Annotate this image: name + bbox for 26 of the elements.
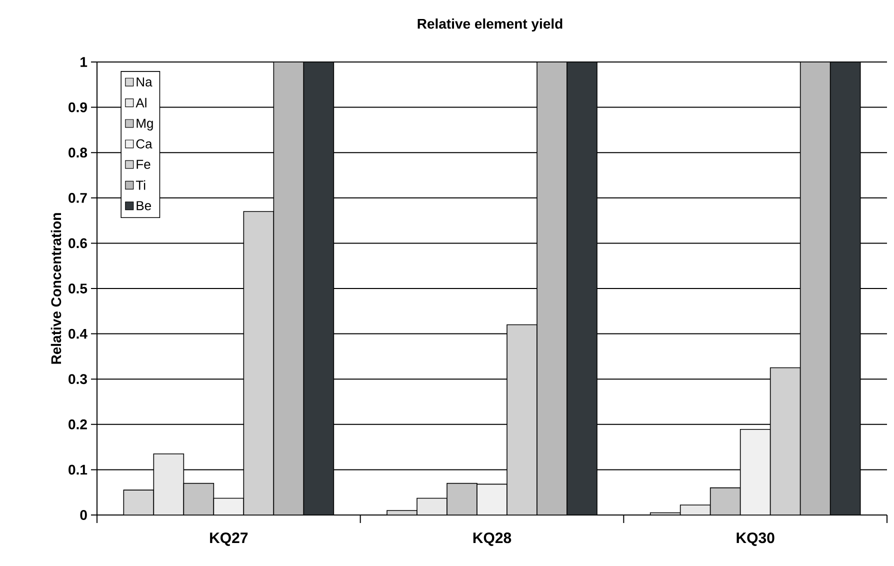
y-tick-label: 0.2: [68, 419, 87, 430]
y-tick-label: 0.5: [68, 284, 88, 294]
legend-label: Ca: [136, 139, 152, 148]
y-tick-label: 0.6: [68, 238, 87, 248]
legend-label: Mg: [136, 118, 153, 130]
legend-label: Na: [136, 77, 152, 87]
y-tick-label: 1: [80, 57, 88, 67]
chart-title: Relative element yield: [418, 18, 562, 32]
x-tick-label: KQ28: [473, 532, 512, 546]
y-tick-label: 0.7: [68, 192, 87, 203]
y-tick-label: 0.8: [68, 148, 88, 158]
y-tick-label: 0.1: [68, 464, 88, 475]
bar: [153, 453, 184, 515]
y-tick-label: 0: [80, 510, 87, 520]
bar: [416, 498, 448, 515]
y-axis-title: Relative Concentration: [50, 213, 62, 364]
legend-label: Al: [136, 98, 146, 108]
bar: [123, 490, 154, 515]
x-tick-label: KQ30: [736, 532, 774, 546]
legend-label: Ti: [136, 180, 146, 190]
y-tick-label: 0.9: [68, 102, 87, 112]
x-tick-label: KQ27: [210, 532, 248, 546]
y-tick-label: 0.4: [68, 328, 88, 339]
legend-label: Fe: [136, 160, 150, 169]
y-tick-label: 0.3: [68, 374, 87, 384]
legend-label: Be: [136, 201, 151, 210]
